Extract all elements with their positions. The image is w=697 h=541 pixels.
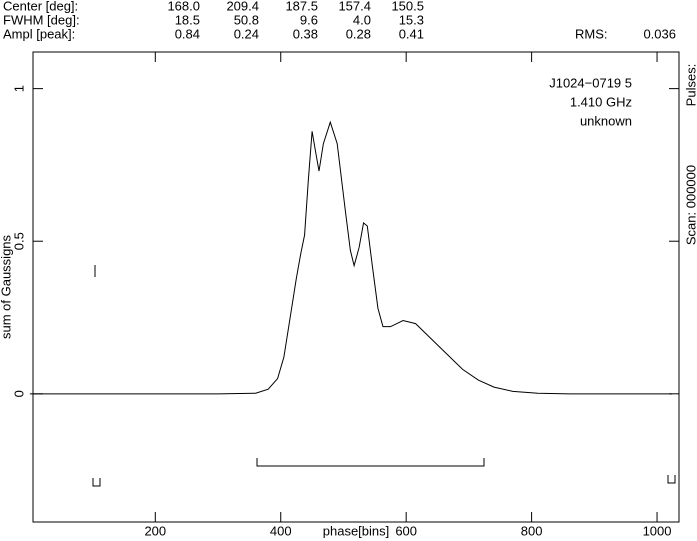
pulses-label: Pulses: <box>683 64 697 107</box>
rms-value: 0.036 <box>643 26 676 41</box>
header-cell: 209.4 <box>226 0 259 13</box>
y-tick-label: 0 <box>11 390 26 397</box>
decorations <box>92 265 676 487</box>
x-axis-label: phase[bins] <box>323 523 390 538</box>
header-cell: 0.84 <box>175 26 200 41</box>
header-cell: 15.3 <box>399 12 424 27</box>
source-name: J1024−0719 5 <box>549 75 632 90</box>
frequency: 1.410 GHz <box>570 94 632 109</box>
y-axis-label: sum of Gaussigns <box>0 234 13 339</box>
y-tick-label: 1 <box>11 85 26 92</box>
header-cell: 157.4 <box>338 0 371 13</box>
header-cell: 0.38 <box>293 26 318 41</box>
plot-frame <box>32 51 680 523</box>
telescope: unknown <box>580 113 632 128</box>
header-cell: 50.8 <box>234 12 259 27</box>
x-tick-label: 200 <box>144 523 166 538</box>
marker <box>92 478 101 487</box>
header-cell: 0.41 <box>399 26 424 41</box>
x-tick-label: 800 <box>521 523 543 538</box>
header-label: FWHM [deg]: <box>3 12 80 27</box>
x-tick-label: 400 <box>270 523 292 538</box>
header-cell: 18.5 <box>175 12 200 27</box>
header-cell: 0.24 <box>234 26 259 41</box>
header-cell: 0.28 <box>346 26 371 41</box>
header-cell: 4.0 <box>353 12 371 27</box>
header-cell: 187.5 <box>285 0 318 13</box>
x-tick-label: 1000 <box>643 523 672 538</box>
rms-label: RMS: <box>575 26 608 41</box>
header-cell: 168.0 <box>167 0 200 13</box>
header-label: Center [deg]: <box>3 0 78 13</box>
scan-label: Scan: 000000 <box>683 165 697 245</box>
marker <box>667 475 676 484</box>
profile-curve <box>29 120 673 395</box>
header-cell: 150.5 <box>391 0 424 13</box>
x-tick-label: 600 <box>395 523 417 538</box>
window-bracket <box>256 458 485 467</box>
header-cell: 9.6 <box>300 12 318 27</box>
y-tick-label: 0.5 <box>11 232 26 250</box>
header-label: Ampl [peak]: <box>3 26 75 41</box>
